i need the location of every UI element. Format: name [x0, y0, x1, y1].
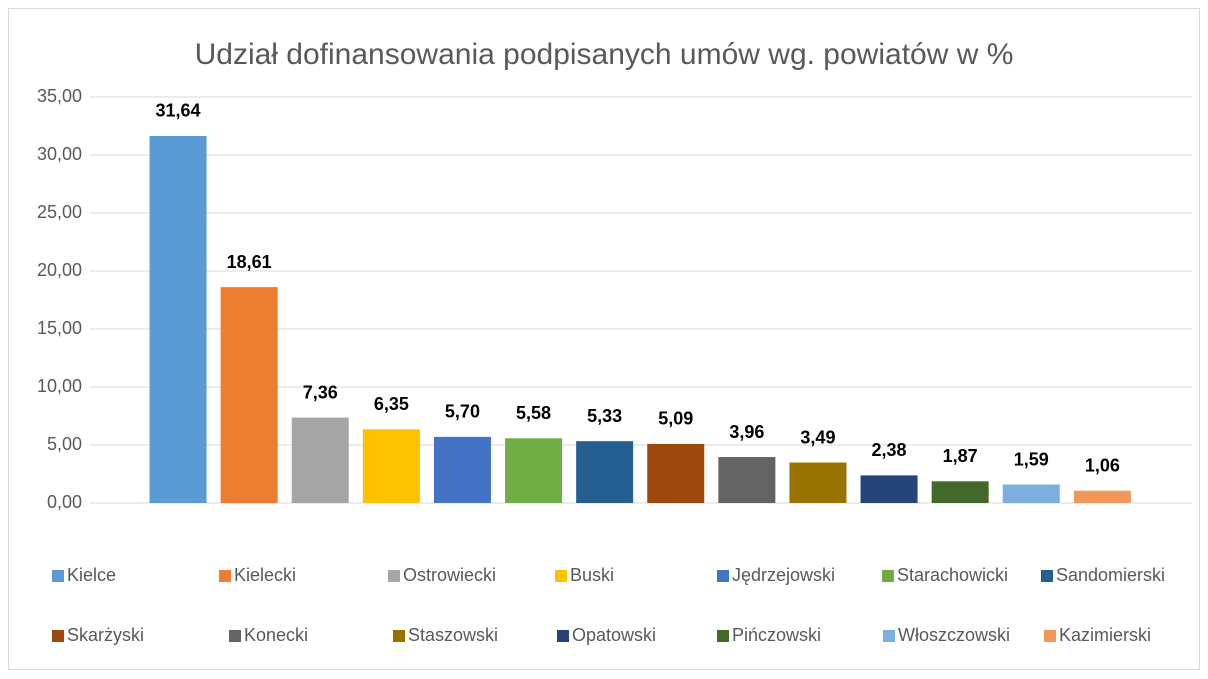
data-label: 1,06 — [1085, 455, 1120, 475]
legend-swatch — [883, 630, 895, 642]
bar — [931, 481, 989, 503]
y-tick-label: 0,00 — [47, 492, 82, 512]
data-label: 18,61 — [227, 252, 272, 272]
legend-label: Włoszczowski — [898, 625, 1010, 645]
legend-swatch — [229, 630, 241, 642]
bar — [291, 417, 349, 503]
legend-swatch — [555, 570, 567, 582]
legend-swatch — [1044, 630, 1056, 642]
legend-label: Konecki — [244, 625, 308, 645]
bar — [1073, 490, 1131, 503]
legend-swatch — [219, 570, 231, 582]
data-label: 3,49 — [800, 427, 835, 447]
bar — [576, 441, 634, 503]
legend-label: Skarżyski — [67, 625, 144, 645]
data-label: 1,87 — [943, 446, 978, 466]
chart-border — [8, 8, 1200, 670]
legend-label: Pińczowski — [732, 625, 821, 645]
bar — [1002, 484, 1060, 503]
y-tick-label: 25,00 — [37, 202, 82, 222]
bar — [362, 429, 420, 503]
y-tick-label: 35,00 — [37, 86, 82, 106]
legend-swatch — [717, 570, 729, 582]
legend-label: Opatowski — [572, 625, 656, 645]
data-label: 3,96 — [729, 422, 764, 442]
legend-swatch — [717, 630, 729, 642]
legend-swatch — [882, 570, 894, 582]
data-label: 5,33 — [587, 406, 622, 426]
bar — [647, 443, 705, 503]
y-tick-label: 20,00 — [37, 260, 82, 280]
y-tick-label: 15,00 — [37, 318, 82, 338]
y-tick-label: 10,00 — [37, 376, 82, 396]
bar — [718, 457, 776, 503]
data-label: 31,64 — [156, 101, 201, 121]
data-label: 6,35 — [374, 394, 409, 414]
legend-label: Jędrzejowski — [732, 565, 835, 585]
legend-label: Kazimierski — [1059, 625, 1151, 645]
data-label: 1,59 — [1014, 449, 1049, 469]
legend-label: Staszowski — [408, 625, 498, 645]
bar — [860, 475, 918, 503]
data-label: 7,36 — [303, 382, 338, 402]
data-label: 5,70 — [445, 402, 480, 422]
legend-label: Ostrowiecki — [403, 565, 496, 585]
y-tick-label: 5,00 — [47, 434, 82, 454]
legend-swatch — [393, 630, 405, 642]
legend-label: Kielecki — [234, 565, 296, 585]
bar — [505, 438, 563, 503]
legend-label: Buski — [570, 565, 614, 585]
legend-swatch — [52, 570, 64, 582]
bar — [433, 436, 491, 503]
bar — [220, 287, 278, 503]
data-label: 5,09 — [658, 409, 693, 429]
legend-label: Kielce — [67, 565, 116, 585]
data-label: 2,38 — [872, 440, 907, 460]
legend-swatch — [557, 630, 569, 642]
data-label: 5,58 — [516, 403, 551, 423]
y-tick-label: 30,00 — [37, 144, 82, 164]
bar — [789, 462, 847, 503]
legend-label: Sandomierski — [1056, 565, 1165, 585]
bar — [149, 135, 207, 503]
legend-label: Starachowicki — [897, 565, 1008, 585]
chart-title: Udział dofinansowania podpisanych umów w… — [195, 38, 1014, 71]
legend-swatch — [1041, 570, 1053, 582]
legend-swatch — [52, 630, 64, 642]
legend-swatch — [388, 570, 400, 582]
